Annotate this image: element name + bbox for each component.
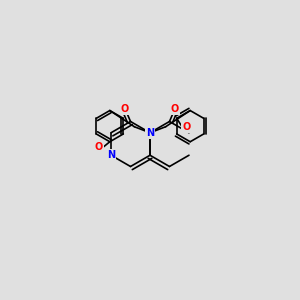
Text: O: O (121, 104, 129, 114)
Text: N: N (146, 128, 154, 138)
Text: O: O (171, 104, 179, 114)
Text: O: O (95, 142, 103, 152)
Text: N: N (146, 128, 154, 138)
Text: N: N (107, 150, 115, 160)
Text: O: O (182, 122, 190, 132)
